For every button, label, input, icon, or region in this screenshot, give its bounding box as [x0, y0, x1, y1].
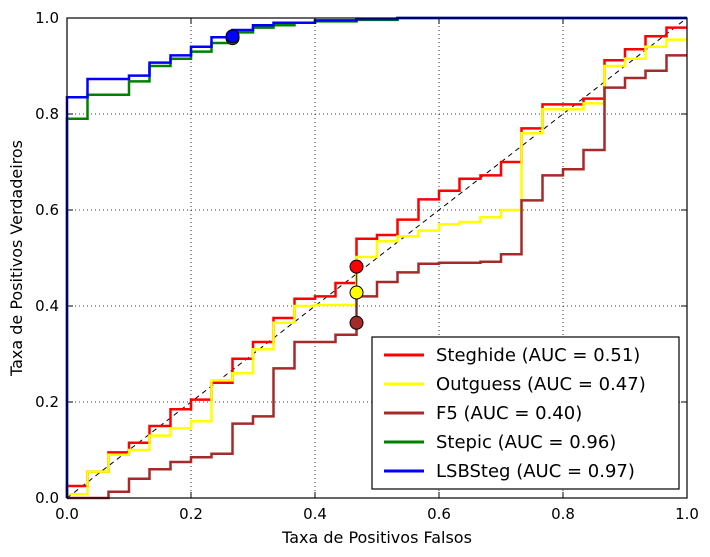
x-tick-label: 0.4 [303, 505, 327, 523]
series-line-f5 [67, 54, 687, 500]
x-tick-label: 1.0 [675, 505, 699, 523]
y-tick-label: 0.6 [35, 201, 59, 219]
y-tick-label: 1.0 [35, 9, 59, 27]
x-tick-label: 0.6 [427, 505, 451, 523]
legend-label-lsbsteg: LSBSteg (AUC = 0.97) [436, 461, 635, 482]
threshold-marker-outguess [349, 285, 364, 300]
y-tick-label: 0.8 [35, 105, 59, 123]
y-tick-label: 0.4 [35, 297, 59, 315]
x-axis-label: Taxa de Positivos Falsos [281, 528, 472, 547]
axis-ticks: 0.0 0.2 0.4 0.6 0.8 1.0 0.0 0.2 0.4 0.6 0.8 1.0 [35, 9, 699, 523]
legend-label-stepic: Stepic (AUC = 0.96) [436, 432, 616, 453]
legend-label-outguess: Outguess (AUC = 0.47) [436, 374, 646, 395]
legend-label-f5: F5 (AUC = 0.40) [436, 403, 582, 424]
threshold-marker-f5 [349, 315, 364, 330]
y-tick-label: 0.2 [35, 393, 59, 411]
series-line-lsbsteg [65, 16, 687, 498]
y-axis-label: Taxa de Positivos Verdadeiros [7, 140, 26, 377]
threshold-marker-steghide [349, 259, 364, 274]
x-tick-label: 0.0 [55, 505, 79, 523]
legend: Steghide (AUC = 0.51) Outguess (AUC = 0.4… [371, 336, 680, 490]
marker-layer [225, 29, 364, 330]
legend-label-steghide: Steghide (AUC = 0.51) [436, 345, 640, 366]
series-line-outguess [65, 38, 687, 498]
y-tick-label: 0.0 [35, 489, 59, 507]
threshold-marker-lsbsteg [225, 29, 240, 44]
series-layer [65, 16, 687, 500]
x-tick-label: 0.2 [179, 505, 203, 523]
plot-frame [66, 17, 688, 499]
x-tick-label: 0.8 [551, 505, 575, 523]
